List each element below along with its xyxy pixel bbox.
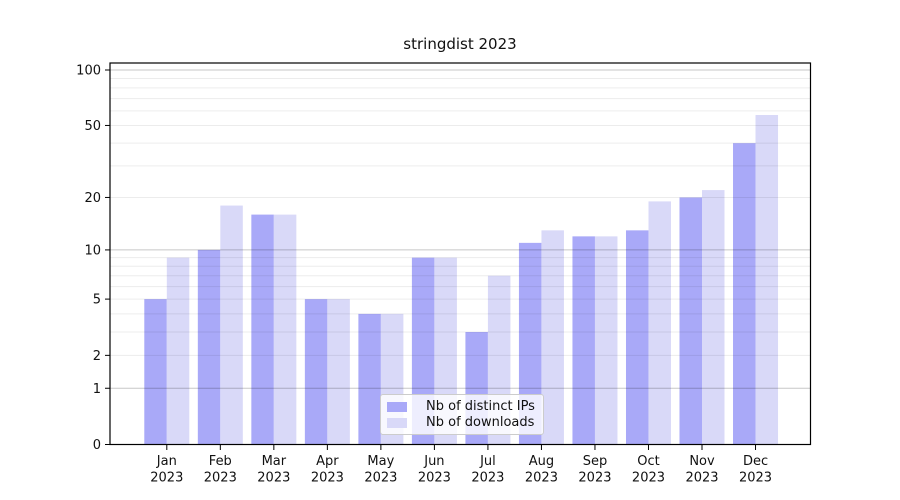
legend-label-downloads: Nb of downloads — [426, 415, 535, 430]
x-tick-label-month-jun: Jun — [423, 454, 444, 469]
bar-downloads-dec — [755, 115, 779, 445]
x-tick-label-month-may: May — [367, 454, 394, 469]
y-tick-label-20: 20 — [84, 191, 101, 206]
x-tick-label-month-dec: Dec — [743, 454, 768, 469]
plot-border — [109, 62, 812, 446]
y-tick-label-0: 0 — [93, 438, 101, 453]
bar-distinct-ips-mar — [251, 214, 274, 445]
x-tick-label-year-nov: 2023 — [685, 471, 718, 486]
x-tick-label-month-jan: Jan — [156, 454, 177, 469]
x-tick-label-month-nov: Nov — [689, 454, 715, 469]
x-tick-label-year-aug: 2023 — [525, 471, 558, 486]
x-tick-label-year-apr: 2023 — [311, 471, 344, 486]
x-tick-label-year-dec: 2023 — [739, 471, 772, 486]
x-tick-label-year-may: 2023 — [364, 471, 397, 486]
x-tick-label-year-jul: 2023 — [471, 471, 504, 486]
bar-downloads-sep — [594, 236, 618, 445]
y-tick-label-100: 100 — [76, 64, 101, 79]
bar-distinct-ips-dec — [733, 143, 756, 445]
bar-downloads-aug — [541, 230, 564, 445]
bar-downloads-apr — [327, 299, 350, 445]
x-tick-label-month-feb: Feb — [209, 454, 232, 469]
x-tick-label-month-oct: Oct — [637, 454, 659, 469]
legend-item-downloads: Nb of downloads — [387, 415, 537, 430]
x-tick-label-month-jul: Jul — [479, 454, 496, 469]
legend-swatch-distinct-ips — [387, 401, 407, 412]
x-tick-label-year-jun: 2023 — [418, 471, 451, 486]
y-tick-label-10: 10 — [84, 243, 101, 258]
x-tick-label-month-aug: Aug — [529, 454, 554, 469]
y-tick-label-2: 2 — [93, 349, 101, 364]
x-tick-label-month-apr: Apr — [316, 454, 339, 469]
y-tick-label-5: 5 — [93, 293, 101, 308]
legend: Nb of distinct IPs Nb of downloads — [380, 394, 544, 435]
bar-downloads-oct — [648, 201, 671, 445]
bar-distinct-ips-sep — [572, 236, 595, 445]
legend-swatch-downloads — [387, 417, 407, 428]
legend-item-distinct-ips: Nb of distinct IPs — [387, 399, 537, 414]
x-tick-label-year-mar: 2023 — [257, 471, 290, 486]
x-tick-label-month-mar: Mar — [262, 454, 287, 469]
chart-title: stringdist 2023 — [403, 35, 517, 53]
y-tick-label-50: 50 — [84, 119, 101, 134]
bar-downloads-feb — [220, 205, 243, 445]
bar-distinct-ips-jan — [144, 299, 167, 445]
bar-distinct-ips-feb — [197, 249, 221, 445]
x-tick-label-year-sep: 2023 — [578, 471, 611, 486]
legend-label-distinct-ips: Nb of distinct IPs — [426, 399, 535, 414]
bar-distinct-ips-nov — [679, 197, 702, 445]
bar-downloads-jan — [166, 257, 190, 445]
x-tick-label-year-feb: 2023 — [204, 471, 237, 486]
bar-distinct-ips-apr — [304, 299, 328, 445]
bar-downloads-mar — [273, 214, 297, 445]
bar-distinct-ips-oct — [625, 230, 649, 445]
bar-distinct-ips-may — [358, 313, 381, 445]
y-tick-label-1: 1 — [93, 382, 101, 397]
bar-downloads-nov — [702, 190, 725, 445]
x-tick-label-year-oct: 2023 — [632, 471, 665, 486]
x-tick-label-month-sep: Sep — [583, 454, 608, 469]
x-tick-label-year-jan: 2023 — [150, 471, 183, 486]
